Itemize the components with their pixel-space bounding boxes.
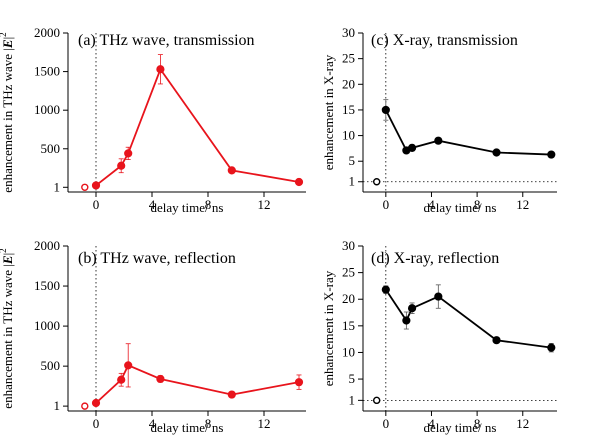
chart-a-ytick-label-3: 1500 [34,64,60,79]
chart-a-title: (a) THz wave, transmission [78,32,255,49]
chart-b-xlabel: delay time/ ns [151,420,224,435]
chart-a-ytick-label-4: 2000 [34,25,60,40]
chart-c-xtick-label-0: 0 [383,197,390,212]
chart-c-ytick-label-2: 10 [342,128,355,143]
chart-d-xtick-label-1: 4 [428,416,435,431]
chart-a-xtick-label-1: 4 [149,197,156,212]
chart-b-point-5 [294,378,304,387]
chart-d-point-3 [434,292,443,301]
chart-b-open-marker [81,402,89,410]
chart-a-ytick-label-2: 1000 [34,102,60,117]
chart-d-ytick-label-3: 15 [342,318,355,333]
chart-d-xtick-label-0: 0 [383,416,390,431]
chart-c-xtick-label-2: 8 [474,197,481,212]
chart-d-xtick-label-3: 12 [516,416,529,431]
chart-d-xtick-label-2: 8 [474,416,481,431]
chart-d-open-marker [372,396,381,405]
chart-d-ytick-label-2: 10 [342,344,355,359]
chart-c-xtick-label-3: 12 [516,197,529,212]
chart-c-xtick-label-1: 4 [428,197,435,212]
chart-b-point-2 [124,361,133,370]
chart-b-xtick-label-3: 12 [258,416,271,431]
chart-a-point-2 [124,149,133,158]
chart-a-point-0 [91,181,101,190]
chart-d-title: (d) X-ray, reflection [371,250,499,267]
chart-c-point-2 [407,143,417,152]
chart-b-point-4 [227,390,236,399]
chart-d-ytick-label-5: 25 [342,265,355,280]
chart-a-point-5 [294,177,304,187]
chart-a-xtick-label-0: 0 [93,197,100,212]
chart-b-xtick-label-0: 0 [93,416,100,431]
chart-d-ytick-label-6: 30 [342,238,355,253]
chart-b-ytick-label-4: 2000 [34,238,60,253]
chart-d-ytick-label-0: 1 [349,392,356,407]
chart-a-ytick-label-1: 500 [41,141,61,156]
chart-c-ytick-label-6: 30 [342,25,355,40]
chart-c-ylabel: enhancement in X-ray [321,54,336,170]
chart-c-ytick-label-1: 5 [349,153,356,168]
chart-c-ytick-label-0: 1 [349,174,356,189]
chart-a-point-3 [156,65,165,74]
chart-c-open-marker [372,178,381,186]
chart-c-ytick-label-5: 25 [342,51,355,66]
chart-d-ylabel: enhancement in X-ray [321,270,336,386]
chart-b-ytick-label-1: 500 [41,358,61,373]
chart-d-point-5 [547,343,556,352]
chart-a-xtick-label-2: 8 [205,197,212,212]
chart-d-ytick-label-4: 20 [342,291,355,306]
chart-b-point-3 [156,374,165,384]
chart-a-xlabel: delay time/ ns [151,200,224,215]
chart-a-ylabel: enhancement in THz wave |E|2 [0,32,15,192]
chart-b-ytick-label-3: 1500 [34,278,60,293]
chart-c-title: (c) X-ray, transmission [371,32,518,49]
chart-d-ytick-label-1: 5 [349,371,356,386]
chart-d-point-4 [492,336,501,345]
chart-a-open-marker [81,183,89,191]
chart-b-xtick-label-2: 8 [205,416,212,431]
chart-b-xtick-label-1: 4 [149,416,156,431]
chart-b-ytick-label-0: 1 [54,398,61,413]
chart-c-xlabel: delay time/ ns [424,200,497,215]
chart-a-ytick-label-0: 1 [54,179,61,194]
chart-c-point-3 [434,136,443,145]
chart-d-xlabel: delay time/ ns [424,420,497,435]
chart-c-ytick-label-3: 15 [342,102,355,117]
chart-c-point-4 [492,148,501,157]
chart-d-series-line [385,289,552,349]
chart-b-point-0 [91,398,101,408]
chart-b-ytick-label-2: 1000 [34,318,60,333]
chart-c-series-line [385,109,552,156]
chart-a-series-line [95,67,300,187]
chart-a-point-4 [227,166,236,175]
chart-c-point-5 [547,150,556,159]
chart-b-ylabel: enhancement in THz wave |E|2 [0,248,15,408]
chart-c-point-0 [381,105,390,115]
chart-d-point-1 [402,316,411,325]
chart-d-point-0 [381,285,390,294]
chart-a-xtick-label-3: 12 [258,197,271,212]
chart-b-title: (b) THz wave, reflection [78,250,236,267]
chart-c-ytick-label-4: 20 [342,76,355,91]
chart-b-point-1 [117,375,126,384]
chart-a-point-1 [117,161,126,170]
chart-d-point-2 [407,304,417,313]
chart-b-series-line [95,364,300,404]
